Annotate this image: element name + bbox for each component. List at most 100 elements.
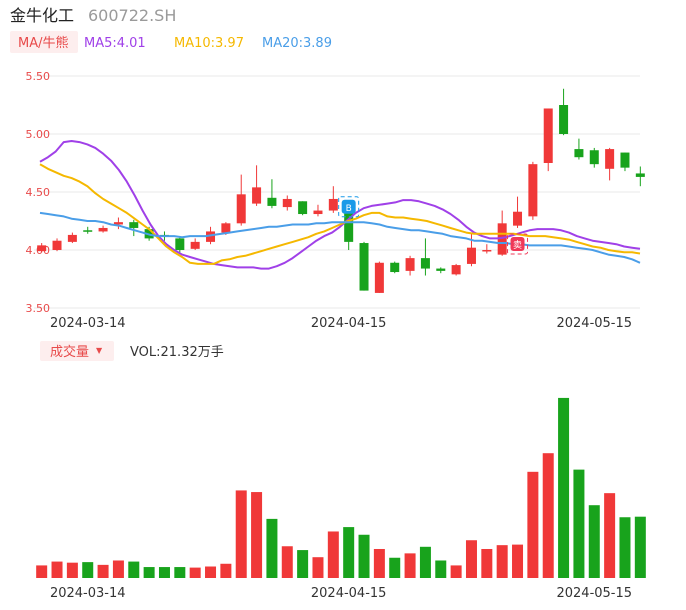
candle-body bbox=[52, 240, 62, 250]
candle-body bbox=[113, 222, 123, 225]
candle-body bbox=[206, 231, 216, 242]
candle-body bbox=[83, 230, 93, 232]
candle-body bbox=[466, 247, 476, 264]
volume-indicator-tag[interactable] bbox=[40, 341, 114, 361]
y-tick-label: 5.50 bbox=[26, 70, 51, 83]
candle-body bbox=[98, 227, 108, 232]
volume-bar bbox=[512, 544, 524, 578]
stock-code: 600722.SH bbox=[88, 6, 176, 25]
price-x-axis: 2024-03-14 2024-04-15 2024-05-15 bbox=[50, 316, 632, 331]
volume-bar bbox=[404, 553, 416, 578]
candle-body bbox=[605, 149, 615, 169]
candle-body bbox=[497, 223, 507, 255]
volume-bar bbox=[281, 546, 293, 578]
candle-body bbox=[574, 149, 584, 158]
marker-label: B bbox=[346, 204, 352, 214]
candle-body bbox=[313, 210, 323, 215]
volume-bar bbox=[619, 517, 631, 578]
ma20-line bbox=[39, 211, 641, 264]
volume-bar bbox=[66, 562, 78, 578]
buy-signal-icon: B bbox=[338, 196, 360, 218]
volume-indicator-label: 成交量 bbox=[50, 344, 89, 360]
candle-body bbox=[528, 164, 538, 217]
candle-body bbox=[436, 268, 446, 271]
candle-body bbox=[344, 207, 354, 242]
candle-body bbox=[513, 211, 523, 226]
volume-bar bbox=[481, 548, 493, 578]
candle-body bbox=[559, 105, 569, 134]
candle-body bbox=[451, 265, 461, 275]
volume-bar bbox=[112, 560, 124, 578]
y-tick-label: 4.50 bbox=[26, 186, 51, 199]
volume-x-axis: 2024-03-14 2024-04-15 2024-05-15 bbox=[50, 586, 632, 601]
candle-body bbox=[589, 150, 599, 165]
x-tick-label: 2024-03-14 bbox=[50, 316, 126, 331]
x-tick-label: 2024-03-14 bbox=[50, 586, 126, 601]
volume-bar bbox=[82, 562, 94, 578]
volume-bar bbox=[205, 566, 217, 578]
volume-bar bbox=[128, 561, 140, 578]
volume-bar bbox=[450, 565, 462, 578]
ma10-line bbox=[39, 163, 641, 265]
ma5-line bbox=[39, 140, 641, 270]
volume-bar-series bbox=[36, 397, 646, 578]
ma5-legend: MA5:4.01 bbox=[84, 36, 146, 51]
candle-body bbox=[298, 201, 308, 215]
candle-body bbox=[175, 238, 185, 250]
volume-bar bbox=[465, 540, 477, 578]
candle-body bbox=[129, 222, 139, 228]
marker-frame bbox=[507, 233, 529, 255]
candle-body bbox=[236, 194, 246, 224]
candle-body bbox=[328, 198, 338, 211]
volume-dropdown-icon[interactable]: ▼ bbox=[96, 346, 103, 355]
ma10-legend: MA10:3.97 bbox=[174, 36, 244, 51]
candle-body bbox=[37, 245, 47, 252]
volume-bar bbox=[174, 567, 186, 578]
volume-bar bbox=[373, 548, 385, 578]
candle-body bbox=[221, 223, 231, 233]
ma-mode-tag[interactable] bbox=[10, 31, 78, 53]
x-tick-label: 2024-05-15 bbox=[556, 586, 632, 601]
marker-frame bbox=[338, 196, 360, 218]
volume-bar bbox=[527, 471, 539, 578]
volume-value: VOL:21.32万手 bbox=[130, 345, 224, 360]
candle-body bbox=[390, 262, 400, 273]
candle-body bbox=[635, 173, 645, 177]
volume-bar bbox=[251, 492, 263, 578]
volume-bar bbox=[389, 557, 401, 578]
price-y-axis: 5.505.004.504.003.50 bbox=[26, 70, 51, 315]
volume-bar bbox=[97, 564, 109, 578]
signal-markers: B卖 bbox=[338, 196, 529, 255]
marker-label: 卖 bbox=[513, 240, 522, 251]
volume-bar bbox=[358, 534, 370, 578]
candle-body bbox=[405, 258, 415, 271]
stock-name: 金牛化工 bbox=[10, 6, 74, 25]
ma20-legend: MA20:3.89 bbox=[262, 36, 332, 51]
volume-bar bbox=[189, 567, 201, 578]
marker-badge bbox=[510, 236, 525, 251]
volume-bar bbox=[634, 516, 646, 578]
candle-body bbox=[543, 108, 553, 163]
candle-body bbox=[620, 152, 630, 168]
volume-bar bbox=[542, 453, 554, 578]
candle-body bbox=[267, 197, 277, 206]
candlestick-series bbox=[37, 88, 645, 293]
volume-bar bbox=[343, 527, 355, 578]
volume-bar bbox=[312, 557, 324, 578]
x-tick-label: 2024-04-15 bbox=[311, 316, 387, 331]
candle-body bbox=[374, 262, 384, 293]
volume-bar bbox=[51, 561, 63, 578]
price-gridlines bbox=[34, 75, 640, 309]
volume-bar bbox=[588, 505, 600, 578]
candle-body bbox=[359, 243, 369, 291]
volume-bar bbox=[158, 567, 170, 578]
volume-bar bbox=[143, 567, 155, 578]
candle-body bbox=[190, 241, 200, 249]
moving-average-lines bbox=[39, 140, 641, 270]
volume-bar bbox=[297, 550, 309, 578]
volume-bar bbox=[558, 397, 570, 578]
volume-bar bbox=[327, 531, 339, 578]
y-tick-label: 3.50 bbox=[26, 302, 51, 315]
